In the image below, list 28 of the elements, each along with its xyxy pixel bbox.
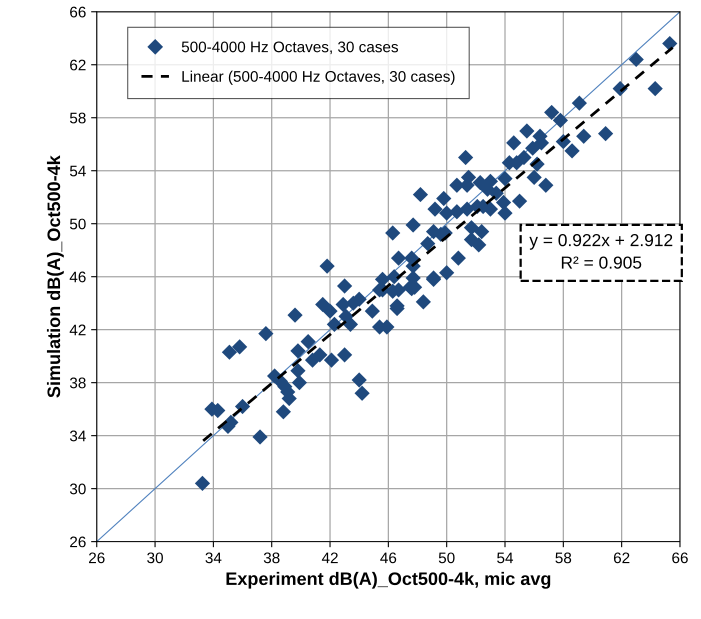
x-tick-label: 62 (614, 552, 630, 564)
y-tick-label: 66 (70, 6, 86, 18)
annotation: R² = 0.905 (562, 256, 642, 269)
y-tick-label: 34 (70, 430, 86, 442)
y-tick-label: 42 (70, 324, 86, 336)
legend-label: 500-4000 Hz Octaves, 30 cases (182, 42, 398, 54)
annotation: y = 0.922x + 2.912 (529, 234, 672, 250)
x-tick-label: 38 (264, 552, 280, 564)
y-tick-label: 26 (70, 536, 86, 548)
x-axis-title: Experiment dB(A)_Oct500-4k, mic avg (226, 572, 550, 589)
x-tick-label: 26 (89, 552, 105, 564)
x-tick-label: 30 (147, 552, 163, 564)
y-tick-label: 54 (70, 166, 86, 176)
y-tick-label: 50 (70, 218, 86, 230)
y-tick-label: 62 (70, 60, 86, 70)
x-tick-label: 50 (438, 552, 455, 564)
y-tick-label: 38 (70, 378, 86, 388)
x-tick-label: 34 (205, 552, 222, 564)
legend-label: Linear (500-4000 Hz Octaves, 30 cases) (182, 70, 455, 85)
y-axis-title: Simulation dB(A)_Oct500-4k (46, 155, 64, 398)
x-tick-label: 46 (380, 552, 396, 564)
x-tick-label: 58 (555, 552, 572, 564)
y-tick-label: 58 (70, 112, 86, 124)
x-tick-label: 54 (497, 552, 514, 564)
x-tick-label: 66 (672, 552, 688, 564)
x-tick-label: 42 (322, 552, 338, 564)
y-tick-label: 46 (70, 272, 86, 282)
y-tick-label: 30 (70, 484, 86, 494)
